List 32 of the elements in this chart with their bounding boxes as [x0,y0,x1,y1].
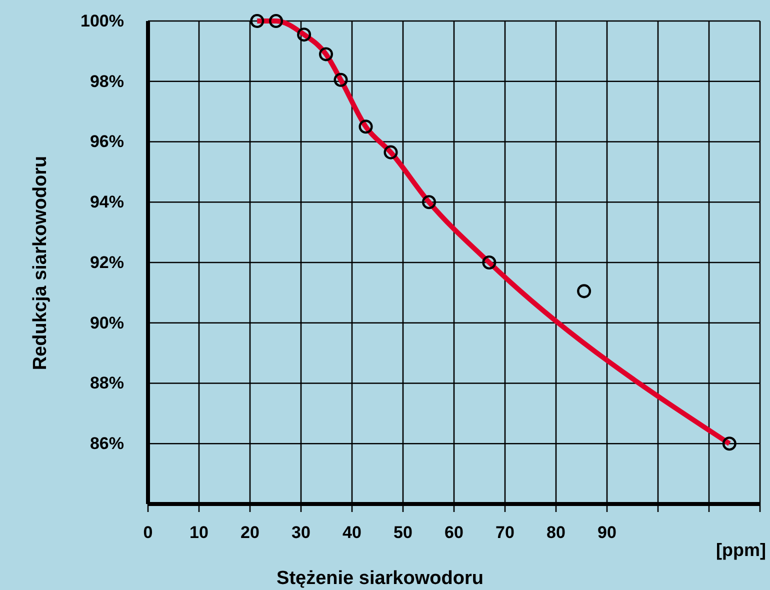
x-tick-label: 10 [190,523,208,542]
x-tick-label: 0 [143,523,153,542]
point [334,72,348,87]
x-axis-title: Stężenie siarkowodoru [276,568,484,589]
x-tick-label: 20 [240,523,260,542]
x-tick-label: 60 [444,523,464,542]
point [722,436,736,451]
point [268,14,284,28]
y-tick-label: 96% [90,132,124,152]
y-axis-title: Redukcja siarkowodoru [30,156,51,370]
y-tick-label: 88% [90,374,124,393]
x-tick-label: 30 [292,523,310,542]
point [297,28,312,42]
text: [ppm] [716,540,766,560]
point [250,14,264,28]
x-tick-label: 40 [342,523,362,542]
y-tick-label: 100% [80,11,124,30]
y-tick-label: 92% [90,252,124,272]
y-tick-label: 98% [90,72,124,91]
y-tick-label: 94% [90,192,124,212]
x-tick-label: 50 [394,523,412,542]
point [318,47,334,62]
x-tick-label: 90 [598,523,616,542]
y-tick-label: 86% [90,434,124,454]
point [358,120,373,134]
point [422,195,436,210]
x-tick-label: 70 [496,523,514,542]
x-tick-label: 80 [546,523,566,542]
y-tick-label: 90% [90,313,124,332]
point [482,255,496,270]
point [384,145,398,160]
point [577,284,592,298]
